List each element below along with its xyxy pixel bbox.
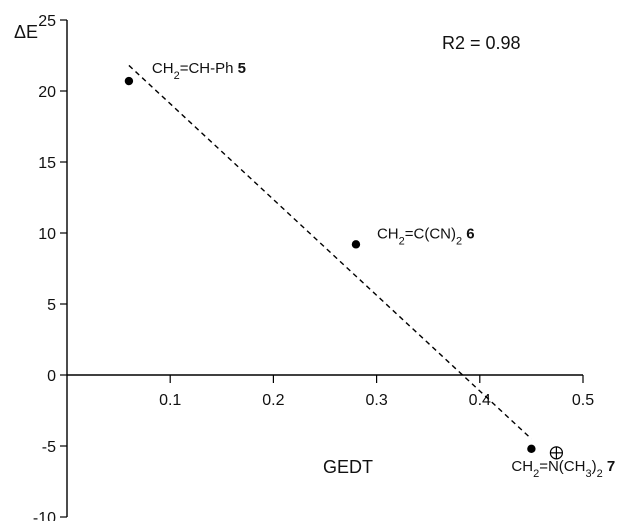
r2-label: R2 = 0.98 bbox=[442, 33, 521, 53]
compound-number: 6 bbox=[466, 225, 474, 242]
data-point-7 bbox=[527, 444, 536, 454]
x-tick-label: 0.3 bbox=[365, 392, 387, 409]
y-tick-label: 20 bbox=[38, 84, 56, 101]
data-point-5 bbox=[124, 76, 134, 86]
x-axis-title: GEDT bbox=[323, 457, 373, 477]
y-tick-label: -5 bbox=[42, 439, 56, 456]
compound-number: 7 bbox=[607, 458, 615, 475]
label-text: CH bbox=[152, 60, 174, 77]
label-subscript: 2 bbox=[399, 235, 405, 247]
y-tick-label: 5 bbox=[47, 297, 56, 314]
data-point-label-6: CH2=C(CN)2 6 bbox=[377, 225, 475, 247]
positive-charge-icon bbox=[549, 446, 564, 460]
label-subscript: 2 bbox=[174, 70, 180, 82]
label-text: CH bbox=[377, 225, 399, 242]
data-point-label-7: CH2=N(CH3)2 7 bbox=[511, 458, 615, 480]
compound-number: 5 bbox=[238, 60, 246, 77]
label-text: =N(CH bbox=[539, 458, 585, 475]
label-subscript: 2 bbox=[456, 235, 462, 247]
label-text: CH bbox=[511, 458, 533, 475]
label-text: =C(CN) bbox=[405, 225, 456, 242]
y-axis-title: ΔE bbox=[14, 22, 38, 42]
y-tick-label: 0 bbox=[47, 368, 56, 385]
x-tick-label: 0.4 bbox=[469, 392, 491, 409]
y-tick-label: -10 bbox=[33, 510, 56, 521]
data-point-6 bbox=[351, 240, 361, 249]
regression-line bbox=[128, 64, 532, 440]
label-subscript: 3 bbox=[585, 468, 591, 480]
label-text: =CH-Ph bbox=[180, 60, 238, 77]
y-tick-label: 15 bbox=[38, 155, 56, 172]
y-ticks: 25 20 15 10 5 0 -5 -10 bbox=[33, 13, 67, 521]
x-ticks: 0.1 0.2 0.3 0.4 0.5 bbox=[159, 375, 594, 409]
label-subscript: 2 bbox=[533, 468, 539, 480]
data-point-label-5: CH2=CH-Ph 5 bbox=[152, 60, 246, 82]
y-tick-label: 25 bbox=[38, 13, 56, 30]
x-tick-label: 0.1 bbox=[159, 392, 181, 409]
label-subscript: 2 bbox=[597, 468, 603, 480]
y-tick-label: 10 bbox=[38, 226, 56, 243]
x-tick-label: 0.5 bbox=[572, 392, 594, 409]
label-text: ) bbox=[592, 458, 597, 475]
x-tick-label: 0.2 bbox=[262, 392, 284, 409]
data-points bbox=[124, 76, 536, 454]
